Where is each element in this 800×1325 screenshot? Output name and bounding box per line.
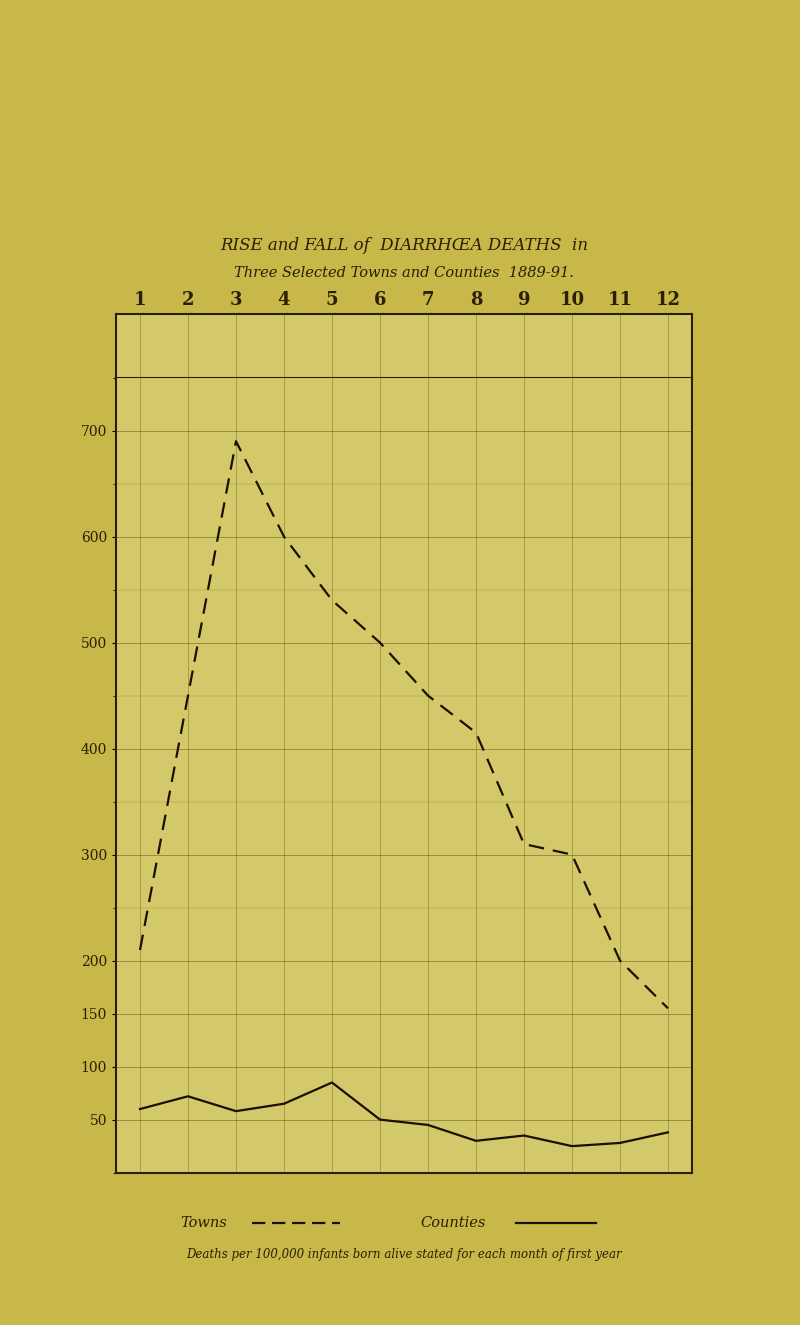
- Text: RISE and FALL of  DIARRHŒA DEATHS  in: RISE and FALL of DIARRHŒA DEATHS in: [220, 237, 588, 254]
- Text: Counties: Counties: [420, 1216, 486, 1230]
- Text: Deaths per 100,000 infants born alive stated for each month of first year: Deaths per 100,000 infants born alive st…: [186, 1248, 622, 1261]
- Text: Towns: Towns: [180, 1216, 226, 1230]
- Text: Three Selected Towns and Counties  1889-91.: Three Selected Towns and Counties 1889-9…: [234, 265, 574, 280]
